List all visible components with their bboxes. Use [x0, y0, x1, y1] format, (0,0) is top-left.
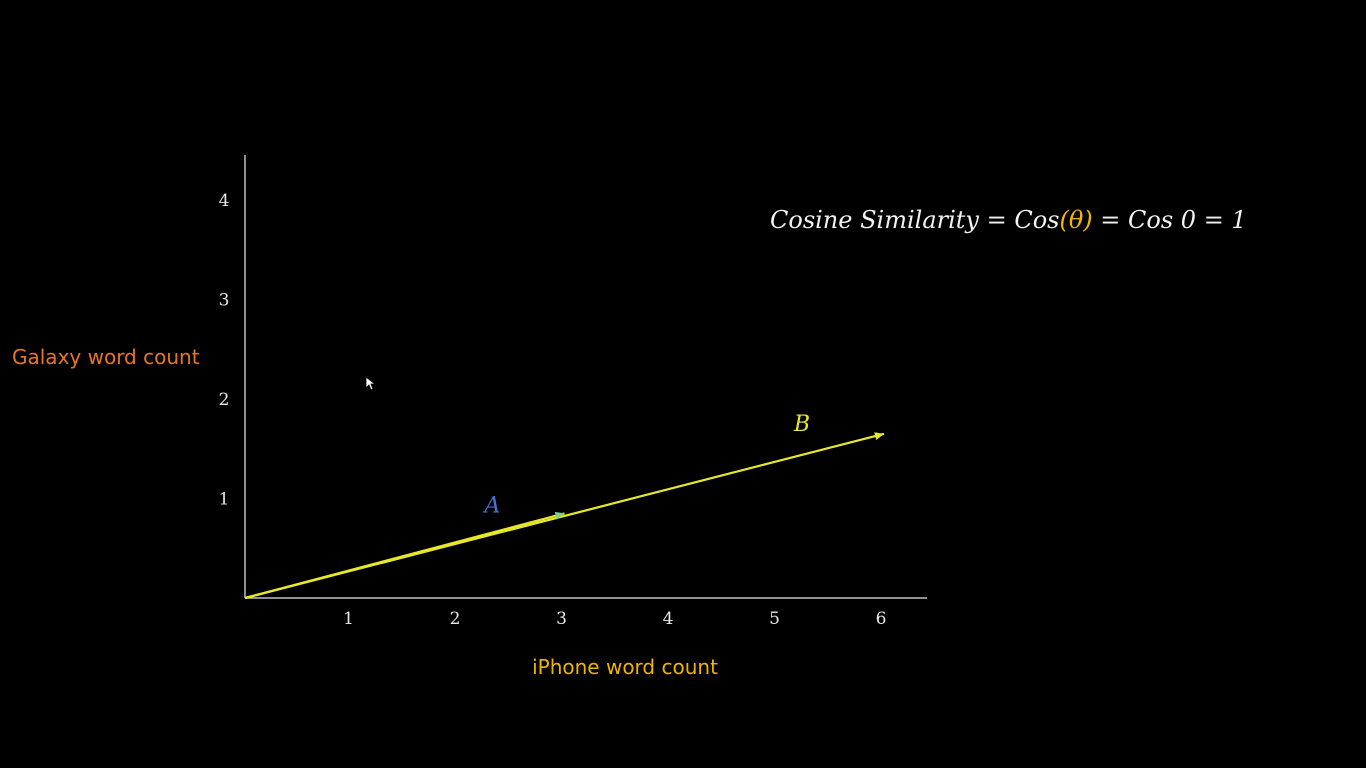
y-tick-label: 3 [219, 291, 230, 311]
x-tick-label: 5 [769, 609, 780, 629]
cosine-formula: Cosine Similarity = Cos(θ) = Cos 0 = 1 [770, 206, 1247, 234]
vector-a-line [244, 512, 565, 600]
x-tick-label: 1 [343, 609, 354, 629]
x-tick-label: 6 [876, 609, 887, 629]
formula-right: = Cos 0 = 1 [1092, 206, 1247, 234]
arrow-cursor-icon [365, 376, 377, 391]
x-tick-label: 3 [556, 609, 567, 629]
x-axis-title: iPhone word count [532, 655, 718, 679]
y-tick-label: 1 [219, 490, 230, 510]
formula-theta: (θ) [1059, 206, 1093, 234]
formula-left: Cosine Similarity = Cos [770, 206, 1060, 234]
vectors: BA [244, 412, 885, 600]
x-tick-label: 2 [450, 609, 461, 629]
vector-b-arrowhead [874, 432, 884, 440]
y-tick-labels: 1 2 3 4 [219, 191, 230, 510]
x-tick-labels: 1 2 3 4 5 6 [343, 609, 886, 629]
vector-a-label: A [483, 493, 501, 518]
vector-b-label: B [793, 412, 810, 437]
vector-a-arrowhead [554, 511, 565, 520]
x-tick-label: 4 [663, 609, 674, 629]
y-axis-title: Galaxy word count [12, 345, 200, 369]
y-tick-label: 4 [219, 191, 230, 211]
y-tick-label: 2 [219, 390, 230, 410]
